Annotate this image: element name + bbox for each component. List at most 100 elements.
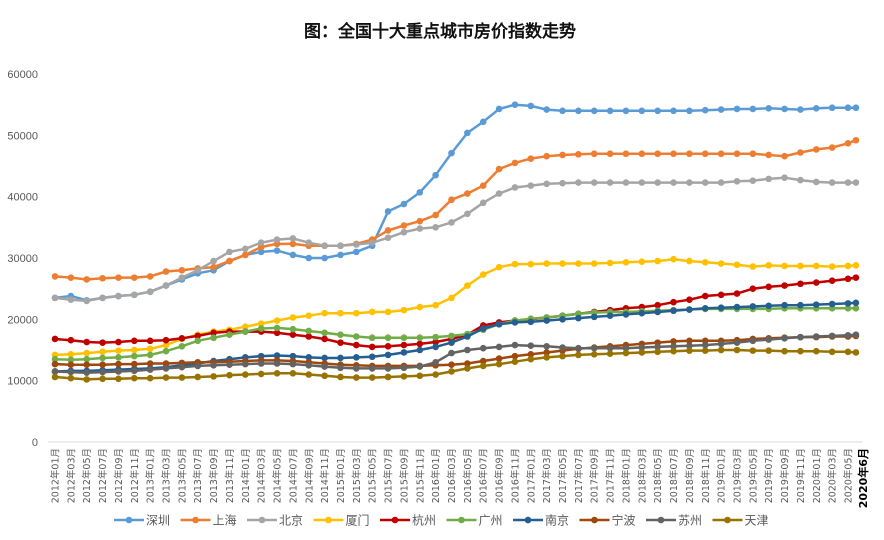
data-point — [146, 345, 154, 353]
data-point — [622, 150, 630, 158]
data-point — [131, 291, 138, 299]
legend-item[interactable]: 天津 — [712, 514, 769, 528]
data-point — [464, 282, 471, 289]
data-point — [749, 303, 757, 310]
data-point — [495, 360, 503, 368]
legend-item[interactable]: 厦门 — [313, 513, 370, 528]
data-point — [622, 349, 630, 357]
data-point — [479, 362, 487, 370]
data-point — [670, 150, 677, 158]
data-point — [257, 320, 265, 327]
data-point — [511, 101, 519, 108]
x-tick-label: 2015年03月 — [351, 448, 363, 503]
legend-item[interactable]: 深圳 — [114, 514, 170, 528]
legend-item[interactable]: 广州 — [446, 514, 503, 528]
data-point — [812, 178, 820, 186]
data-point — [416, 346, 424, 354]
data-point — [606, 312, 614, 319]
data-point — [844, 179, 852, 186]
data-point — [289, 235, 297, 242]
data-point — [543, 106, 550, 113]
data-point — [622, 179, 630, 186]
legend-marker — [724, 516, 731, 524]
data-point — [543, 180, 550, 188]
x-tick-label: 2012年03月 — [65, 448, 77, 503]
data-point — [353, 248, 360, 256]
legend-item[interactable]: 苏州 — [646, 514, 702, 528]
legend-item[interactable]: 北京 — [247, 514, 303, 528]
x-tick-label: 2013年09月 — [208, 448, 220, 503]
legend-item[interactable]: 杭州 — [380, 513, 436, 528]
data-point — [337, 373, 344, 381]
legend-marker — [192, 516, 199, 524]
data-point — [83, 376, 91, 383]
data-point — [131, 352, 138, 360]
data-point — [273, 352, 281, 359]
data-point — [368, 374, 376, 381]
data-point — [686, 296, 693, 304]
data-point — [99, 361, 106, 369]
legend-item[interactable]: 上海 — [180, 513, 237, 528]
data-point — [828, 277, 836, 284]
data-point — [384, 208, 392, 215]
data-point — [559, 344, 566, 351]
data-point — [828, 144, 836, 151]
data-point — [654, 257, 661, 265]
data-point — [781, 262, 788, 270]
data-point — [781, 152, 788, 160]
x-tick-label: 2012年05月 — [81, 448, 93, 503]
data-point — [797, 176, 804, 184]
data-point — [654, 301, 661, 309]
x-tick-label: 2019年05月 — [747, 448, 759, 503]
x-tick-label: 2013年11月 — [224, 448, 236, 503]
legend-item[interactable]: 宁波 — [579, 513, 636, 528]
data-point — [51, 373, 59, 381]
data-point — [781, 282, 788, 289]
data-point — [733, 303, 741, 311]
data-point — [765, 347, 772, 354]
data-point — [210, 263, 217, 271]
data-point — [495, 165, 503, 173]
data-point — [797, 301, 804, 309]
data-point — [273, 329, 281, 337]
data-point — [432, 371, 439, 378]
data-point — [384, 234, 392, 242]
data-point — [194, 373, 202, 381]
x-tick-label: 2013年07月 — [192, 448, 204, 503]
data-point — [368, 343, 376, 351]
data-point — [289, 240, 297, 248]
data-point — [83, 369, 91, 376]
data-point — [242, 251, 249, 259]
data-point — [844, 300, 852, 307]
data-point — [559, 151, 566, 159]
series-line — [54, 103, 856, 302]
data-point — [828, 332, 836, 340]
x-tick-label: 2020年05月 — [843, 448, 855, 503]
legend-marker — [524, 516, 532, 524]
data-point — [733, 150, 741, 158]
data-point — [717, 106, 725, 113]
legend: 深圳 上海 北京 厦门 杭州 广州 南京 宁波 苏州 天津 — [114, 513, 769, 528]
data-point — [368, 308, 376, 316]
legend-marker — [591, 516, 598, 524]
data-point — [257, 248, 265, 256]
x-tick-label: 2013年05月 — [176, 448, 188, 503]
data-point — [464, 360, 471, 367]
y-tick-label: 60000 — [7, 69, 38, 81]
series-北京 — [51, 174, 860, 305]
data-point — [670, 347, 677, 355]
y-tick-label: 0 — [32, 437, 38, 449]
data-point — [448, 332, 455, 340]
legend-label: 宁波 — [612, 513, 636, 528]
data-point — [448, 219, 455, 226]
data-point — [511, 319, 519, 326]
data-point — [289, 370, 297, 377]
legend-item[interactable]: 南京 — [513, 513, 569, 528]
data-point — [828, 179, 836, 186]
data-point — [852, 136, 860, 144]
data-point — [717, 260, 725, 267]
data-point — [670, 255, 677, 263]
data-point — [511, 352, 519, 360]
data-point — [559, 260, 566, 267]
data-point — [797, 280, 804, 288]
